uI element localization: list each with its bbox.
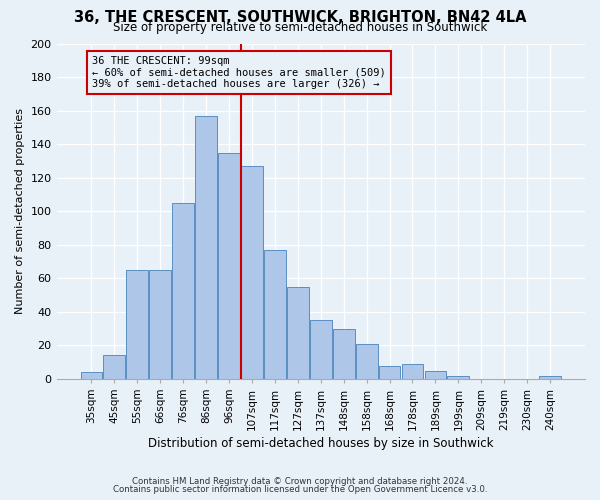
X-axis label: Distribution of semi-detached houses by size in Southwick: Distribution of semi-detached houses by … [148, 437, 494, 450]
Bar [80, 372, 103, 379]
Bar [287, 287, 309, 379]
Bar [425, 370, 446, 379]
Y-axis label: Number of semi-detached properties: Number of semi-detached properties [15, 108, 25, 314]
Text: 36, THE CRESCENT, SOUTHWICK, BRIGHTON, BN42 4LA: 36, THE CRESCENT, SOUTHWICK, BRIGHTON, B… [74, 10, 526, 25]
Text: Contains public sector information licensed under the Open Government Licence v3: Contains public sector information licen… [113, 485, 487, 494]
Bar [356, 344, 377, 379]
Bar [103, 356, 125, 379]
Bar [127, 270, 148, 379]
Bar [539, 376, 561, 379]
Bar [172, 203, 194, 379]
Text: Size of property relative to semi-detached houses in Southwick: Size of property relative to semi-detach… [113, 21, 487, 34]
Bar [264, 250, 286, 379]
Text: 36 THE CRESCENT: 99sqm
← 60% of semi-detached houses are smaller (509)
39% of se: 36 THE CRESCENT: 99sqm ← 60% of semi-det… [92, 56, 386, 89]
Bar [310, 320, 332, 379]
Bar [401, 364, 424, 379]
Bar [149, 270, 171, 379]
Bar [195, 116, 217, 379]
Bar [448, 376, 469, 379]
Bar [241, 166, 263, 379]
Text: Contains HM Land Registry data © Crown copyright and database right 2024.: Contains HM Land Registry data © Crown c… [132, 477, 468, 486]
Bar [333, 328, 355, 379]
Bar [379, 366, 400, 379]
Bar [218, 153, 240, 379]
